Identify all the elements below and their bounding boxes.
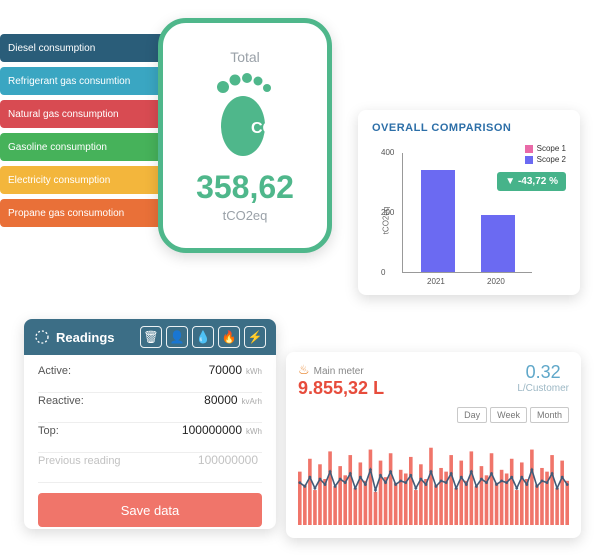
comparison-bar [481, 215, 515, 272]
range-buttons: DayWeekMonth [298, 407, 569, 423]
co2-total-label: Total [230, 49, 260, 65]
overall-comparison-card: OVERALL COMPARISON Scope 1Scope 2 ▼ -43,… [358, 110, 580, 295]
co2-unit: tCO2eq [223, 208, 268, 223]
fire-icon: ♨ [298, 362, 310, 377]
category-arrow[interactable]: Gasoline consumption [0, 133, 168, 161]
readings-card: Readings 🗑👤💧🔥⚡ Active:70000kWhReactive:8… [24, 319, 276, 529]
category-arrow[interactable]: Diesel consumption [0, 34, 168, 62]
fire-icon[interactable]: 🔥 [218, 326, 240, 348]
comparison-bar [421, 170, 455, 272]
legend-item: Scope 1 [525, 144, 566, 153]
readings-header: Readings 🗑👤💧🔥⚡ [24, 319, 276, 355]
range-day[interactable]: Day [457, 407, 487, 423]
co2-value: 358,62 [196, 169, 294, 206]
readings-icon [34, 329, 50, 345]
reading-row: Active:70000kWh [38, 363, 262, 393]
reading-row: Reactive:80000kvArh [38, 393, 262, 423]
category-label: Gasoline consumption [8, 142, 107, 153]
range-week[interactable]: Week [490, 407, 527, 423]
save-button[interactable]: Save data [38, 493, 262, 527]
user-icon[interactable]: 👤 [166, 326, 188, 348]
trash-icon[interactable]: 🗑 [140, 326, 162, 348]
co2-total-card: Total CO 2 358,62 tCO2eq [158, 18, 332, 253]
water-icon[interactable]: 💧 [192, 326, 214, 348]
category-label: Refrigerant gas consumtion [8, 76, 130, 87]
bolt-icon[interactable]: ⚡ [244, 326, 266, 348]
category-arrow[interactable]: Refrigerant gas consumtion [0, 67, 168, 95]
meter-name: Main meter [314, 366, 364, 377]
main-meter-card: ♨ Main meter 9.855,32 L 0.32 L/Customer D… [286, 352, 581, 538]
category-arrow[interactable]: Electricity consumption [0, 166, 168, 194]
range-month[interactable]: Month [530, 407, 569, 423]
readings-title: Readings [56, 330, 115, 345]
readings-body: Active:70000kWhReactive:80000kvArhTop:10… [24, 355, 276, 483]
reading-row: Previous reading100000000 [38, 453, 262, 483]
comparison-title: OVERALL COMPARISON [372, 122, 566, 134]
svg-text:CO: CO [251, 120, 275, 137]
category-label: Natural gas consumption [8, 109, 119, 120]
carbon-footprint-icon: CO 2 [205, 71, 285, 161]
reading-row: Top:100000000kWh [38, 423, 262, 453]
svg-text:2: 2 [276, 129, 282, 141]
category-label: Propane gas consumotion [8, 208, 124, 219]
category-label: Electricity consumption [8, 175, 110, 186]
comparison-bar-chart: 020040020212020 [402, 153, 532, 273]
category-arrow[interactable]: Natural gas consumption [0, 100, 168, 128]
category-label: Diesel consumption [8, 43, 95, 54]
meter-sparkline [298, 433, 569, 525]
meter-value: 9.855,32 L [298, 378, 384, 399]
category-arrow[interactable]: Propane gas consumotion [0, 199, 168, 227]
per-customer-unit: L/Customer [517, 383, 569, 394]
per-customer-value: 0.32 [517, 362, 569, 383]
